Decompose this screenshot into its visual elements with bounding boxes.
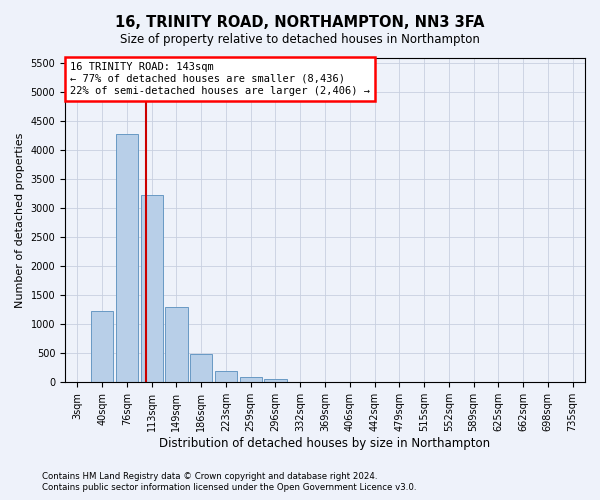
Bar (215, 370, 237, 382)
Bar (116, 134, 138, 382)
Text: Size of property relative to detached houses in Northampton: Size of property relative to detached ho… (120, 32, 480, 46)
Bar (166, 308, 188, 382)
Text: Contains HM Land Registry data © Crown copyright and database right 2024.: Contains HM Land Registry data © Crown c… (42, 472, 377, 481)
Y-axis label: Number of detached properties: Number of detached properties (15, 132, 25, 308)
Bar (239, 377, 262, 382)
Text: Contains public sector information licensed under the Open Government Licence v3: Contains public sector information licen… (42, 484, 416, 492)
Bar (140, 195, 163, 382)
Bar (91, 311, 113, 382)
Text: 16, TRINITY ROAD, NORTHAMPTON, NN3 3FA: 16, TRINITY ROAD, NORTHAMPTON, NN3 3FA (115, 15, 485, 30)
Text: 16 TRINITY ROAD: 143sqm
← 77% of detached houses are smaller (8,436)
22% of semi: 16 TRINITY ROAD: 143sqm ← 77% of detache… (70, 62, 370, 96)
Bar (190, 354, 212, 382)
Bar (265, 378, 287, 382)
X-axis label: Distribution of detached houses by size in Northampton: Distribution of detached houses by size … (160, 437, 491, 450)
